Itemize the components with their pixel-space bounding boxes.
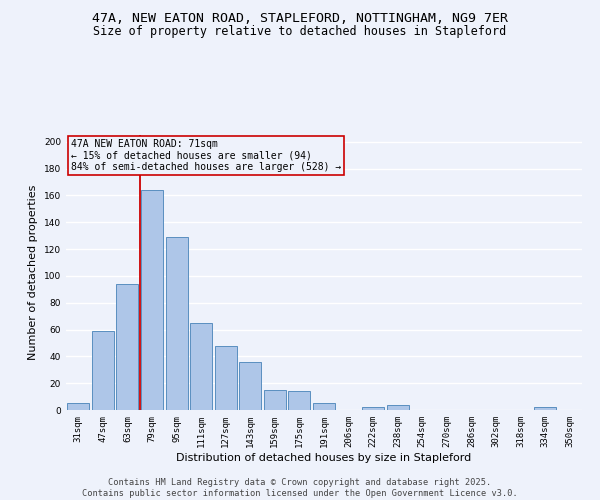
Text: Contains HM Land Registry data © Crown copyright and database right 2025.
Contai: Contains HM Land Registry data © Crown c… — [82, 478, 518, 498]
Bar — [264, 390, 286, 410]
Bar — [116, 284, 139, 410]
Bar — [190, 323, 212, 410]
Bar — [534, 408, 556, 410]
Y-axis label: Number of detached properties: Number of detached properties — [28, 185, 38, 360]
X-axis label: Distribution of detached houses by size in Stapleford: Distribution of detached houses by size … — [176, 452, 472, 462]
Bar — [289, 391, 310, 410]
Text: 47A NEW EATON ROAD: 71sqm
← 15% of detached houses are smaller (94)
84% of semi-: 47A NEW EATON ROAD: 71sqm ← 15% of detac… — [71, 139, 341, 172]
Bar — [141, 190, 163, 410]
Bar — [239, 362, 262, 410]
Text: 47A, NEW EATON ROAD, STAPLEFORD, NOTTINGHAM, NG9 7ER: 47A, NEW EATON ROAD, STAPLEFORD, NOTTING… — [92, 12, 508, 26]
Bar — [313, 404, 335, 410]
Text: Size of property relative to detached houses in Stapleford: Size of property relative to detached ho… — [94, 25, 506, 38]
Bar — [67, 404, 89, 410]
Bar — [92, 331, 114, 410]
Bar — [386, 404, 409, 410]
Bar — [166, 237, 188, 410]
Bar — [215, 346, 237, 410]
Bar — [362, 408, 384, 410]
